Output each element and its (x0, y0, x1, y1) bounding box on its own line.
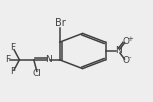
Text: -: - (129, 55, 132, 61)
Text: F: F (10, 67, 15, 76)
Text: O: O (123, 56, 129, 65)
Text: N: N (115, 47, 122, 55)
Text: F: F (10, 43, 15, 52)
Text: F: F (6, 55, 11, 64)
Text: N: N (45, 55, 52, 64)
Text: Br: Br (55, 18, 66, 28)
Text: O: O (123, 37, 129, 46)
Text: Cl: Cl (32, 69, 41, 78)
Text: +: + (127, 36, 133, 42)
